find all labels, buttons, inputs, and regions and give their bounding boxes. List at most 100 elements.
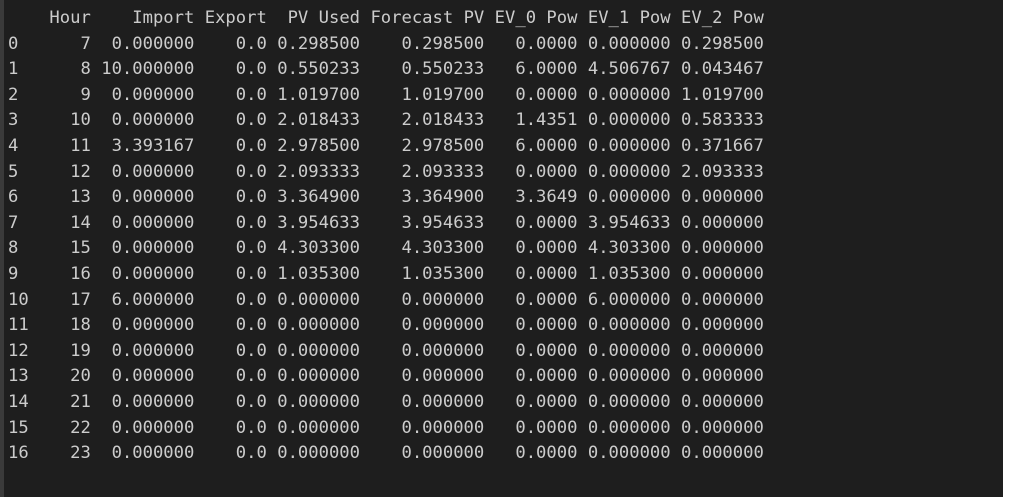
table-cell: 0.000000: [681, 212, 764, 233]
dataframe-table: Hour Import Export PV Used Forecast PV EV_0 P…: [8, 6, 764, 467]
table-cell: 0.000000: [111, 110, 195, 131]
table-cell: 0.000000: [587, 84, 671, 105]
table-cell: 2.093333: [277, 161, 361, 182]
table-cell: 0.000000: [681, 289, 764, 310]
header-row: Hour Import Export PV Used Forecast PV EV_0 P…: [8, 6, 764, 32]
table-cell: 0.0: [235, 212, 267, 233]
table-cell: 0.0000: [515, 340, 578, 361]
table-cell: 20: [70, 366, 91, 387]
row-index-cell: 15: [8, 417, 29, 438]
table-row: 14 21 0.000000 0.0 0.000000 0.000000 0.0000 0.0…: [8, 390, 764, 416]
table-cell: 6.000000: [111, 289, 195, 310]
table-row: 11 18 0.000000 0.0 0.000000 0.000000 0.0000 0.0…: [8, 313, 764, 339]
row-index-cell: 1: [8, 59, 19, 80]
row-index-cell: 3: [8, 110, 19, 131]
table-cell: 0.583333: [681, 110, 764, 131]
table-cell: 0.000000: [401, 340, 485, 361]
row-index-cell: 5: [8, 161, 19, 182]
table-cell: 18: [70, 315, 91, 336]
table-cell: 0.0: [235, 110, 267, 131]
table-row: 4 11 3.393167 0.0 2.978500 2.978500 6.0000 0.00…: [8, 134, 764, 160]
table-cell: 0.000000: [111, 238, 195, 259]
table-cell: 0.000000: [111, 33, 195, 54]
table-cell: 2.093333: [681, 161, 764, 182]
table-cell: 0.0000: [515, 443, 578, 464]
table-cell: 0.000000: [681, 417, 764, 438]
table-cell: 0.0: [235, 33, 267, 54]
table-cell: 0.550233: [277, 59, 361, 80]
table-cell: 6.0000: [515, 59, 578, 80]
header-cell: EV_2 Pow: [681, 8, 764, 28]
table-cell: 2.978500: [401, 135, 485, 156]
table-row: 1 8 10.000000 0.0 0.550233 0.550233 6.0000 4.50…: [8, 57, 764, 83]
table-cell: 16: [70, 263, 91, 284]
row-index-cell: 2: [8, 84, 19, 105]
table-cell: 0.000000: [587, 417, 671, 438]
table-row: 10 17 6.000000 0.0 0.000000 0.000000 0.0000 6.0…: [8, 288, 764, 314]
table-row: 12 19 0.000000 0.0 0.000000 0.000000 0.0000 0.0…: [8, 339, 764, 365]
table-cell: 17: [70, 289, 91, 310]
table-cell: 0.000000: [277, 366, 361, 387]
table-row: 3 10 0.000000 0.0 2.018433 2.018433 1.4351 0.00…: [8, 108, 764, 134]
table-cell: 0.043467: [681, 59, 764, 80]
table-cell: 0.000000: [401, 366, 485, 387]
row-index-cell: 11: [8, 315, 29, 336]
header-cell: EV_1 Pow: [587, 8, 671, 28]
table-cell: 0.000000: [681, 366, 764, 387]
table-cell: 0.0: [235, 417, 267, 438]
table-cell: 0.000000: [277, 443, 361, 464]
row-index-cell: 16: [8, 443, 29, 464]
table-cell: 0.0000: [515, 289, 578, 310]
table-cell: 3.364900: [401, 187, 485, 208]
table-cell: 4.506767: [587, 59, 671, 80]
table-cell: 0.298500: [401, 33, 485, 54]
table-cell: 0.371667: [681, 135, 764, 156]
table-cell: 0.0000: [515, 391, 578, 412]
table-cell: 0.000000: [401, 417, 485, 438]
table-cell: 0.000000: [111, 263, 195, 284]
table-cell: 0.000000: [587, 366, 671, 387]
table-cell: 0.000000: [111, 212, 195, 233]
table-cell: 0.000000: [111, 161, 195, 182]
table-cell: 3.954633: [401, 212, 485, 233]
row-index-cell: 13: [8, 366, 29, 387]
table-cell: 4.303300: [277, 238, 361, 259]
table-cell: 0.0: [235, 340, 267, 361]
table-cell: 0.0000: [515, 417, 578, 438]
table-cell: 4.303300: [587, 238, 671, 259]
table-cell: 2.018433: [277, 110, 361, 131]
table-body: 0 7 0.000000 0.0 0.298500 0.298500 0.0000 0.000…: [8, 32, 764, 467]
table-cell: 4.303300: [401, 238, 485, 259]
row-index-cell: 14: [8, 391, 29, 412]
row-index-cell: 7: [8, 212, 19, 233]
table-row: 13 20 0.000000 0.0 0.000000 0.000000 0.0000 0.0…: [8, 364, 764, 390]
table-cell: 0.0: [235, 366, 267, 387]
table-cell: 1.035300: [401, 263, 485, 284]
table-cell: 1.035300: [277, 263, 361, 284]
table-cell: 3.954633: [587, 212, 671, 233]
table-row: 15 22 0.000000 0.0 0.000000 0.000000 0.0000 0.0…: [8, 416, 764, 442]
table-cell: 0.0: [235, 263, 267, 284]
table-cell: 0.000000: [681, 238, 764, 259]
table-cell: 14: [70, 212, 91, 233]
table-row: 6 13 0.000000 0.0 3.364900 3.364900 3.3649 0.00…: [8, 185, 764, 211]
table-cell: 0.000000: [111, 315, 195, 336]
table-cell: 0.0: [235, 59, 267, 80]
table-cell: 0.000000: [681, 340, 764, 361]
table-cell: 0.000000: [681, 263, 764, 284]
row-index-cell: 9: [8, 263, 19, 284]
table-cell: 0.0000: [515, 238, 578, 259]
table-cell: 0.0: [235, 315, 267, 336]
table-cell: 0.0: [235, 161, 267, 182]
header-cell: Hour: [49, 8, 91, 28]
table-header: Hour Import Export PV Used Forecast PV EV_0 P…: [8, 6, 764, 32]
table-cell: 0.0000: [515, 84, 578, 105]
table-cell: 9: [80, 84, 91, 105]
table-cell: 10.000000: [101, 59, 195, 80]
table-cell: 0.0: [235, 443, 267, 464]
table-cell: 0.000000: [111, 391, 195, 412]
table-cell: 0.000000: [587, 443, 671, 464]
table-row: 8 15 0.000000 0.0 4.303300 4.303300 0.0000 4.30…: [8, 236, 764, 262]
table-cell: 3.364900: [277, 187, 361, 208]
table-cell: 0.000000: [401, 443, 485, 464]
